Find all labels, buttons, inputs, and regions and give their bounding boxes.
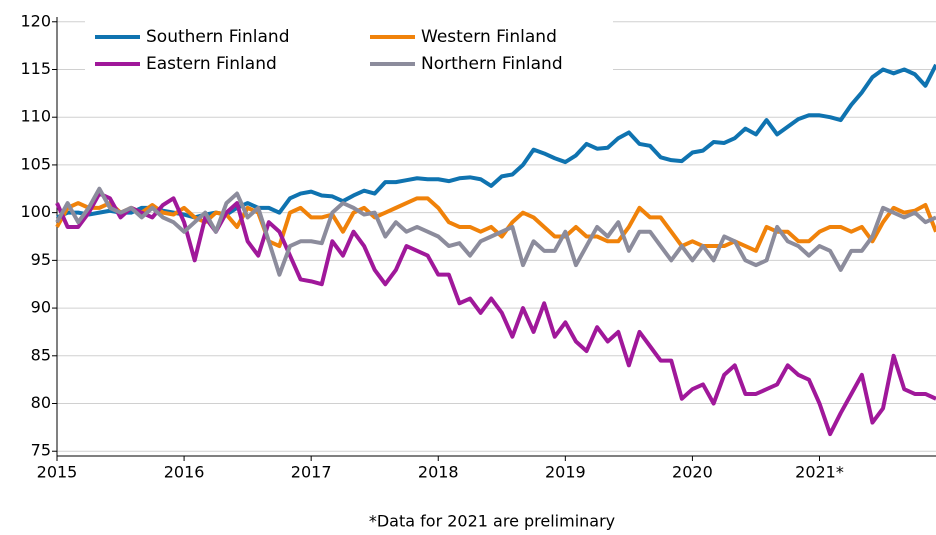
y-tick-label: 100 [20, 202, 51, 221]
y-tick-label: 110 [20, 107, 51, 126]
y-tick-label: 95 [31, 250, 51, 269]
line-series [55, 186, 936, 277]
y-tick-label: 90 [31, 298, 51, 317]
x-tick-label: 2015 [37, 463, 78, 482]
legend-label: Western Finland [421, 27, 557, 47]
y-tick-label: 85 [31, 345, 51, 364]
x-tick-label: 2019 [545, 463, 586, 482]
x-tick-label: 2021* [795, 463, 844, 482]
line-series [56, 63, 936, 220]
legend-label: Southern Finland [146, 27, 289, 47]
legend-box [85, 20, 613, 80]
footnote: *Data for 2021 are preliminary [369, 512, 615, 531]
y-tick-label: 80 [31, 393, 51, 412]
x-tick-label: 2017 [291, 463, 332, 482]
y-tick-label: 120 [20, 11, 51, 30]
x-tick-label: 2020 [672, 463, 713, 482]
y-tick-label: 75 [31, 441, 51, 460]
line-series [55, 191, 936, 437]
x-tick-label: 2016 [164, 463, 205, 482]
y-tick-label: 115 [20, 59, 51, 78]
legend-label: Northern Finland [421, 54, 563, 74]
legend-label: Eastern Finland [146, 54, 277, 74]
y-tick-label: 105 [20, 154, 51, 173]
x-tick-label: 2018 [418, 463, 459, 482]
